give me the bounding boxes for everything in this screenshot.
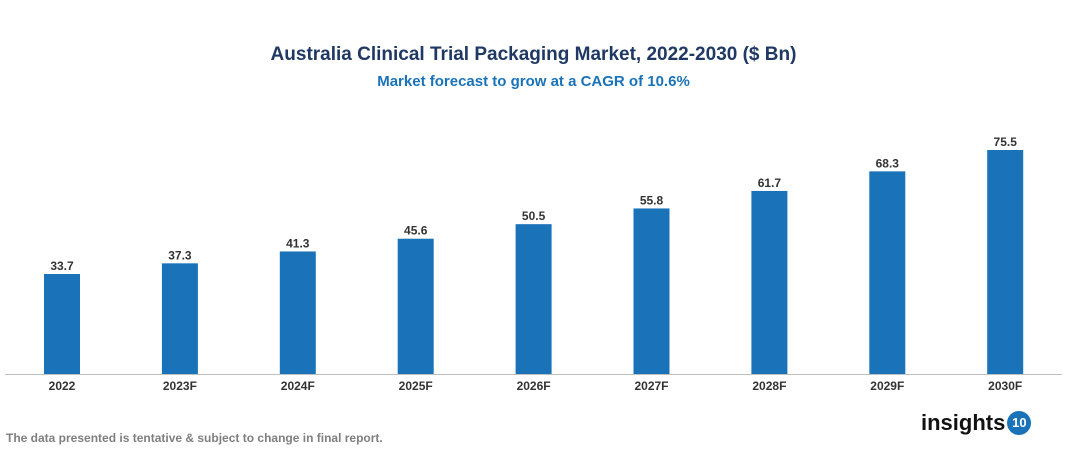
data-label-2023F: 37.3 <box>168 248 192 262</box>
x-tick-label-2030F: 2030F <box>988 379 1022 393</box>
x-tick-label-2025F: 2025F <box>399 379 433 393</box>
chart-subtitle: Market forecast to grow at a CAGR of 10.… <box>377 73 690 90</box>
data-label-2029F: 68.3 <box>876 156 900 170</box>
data-label-2030F: 75.5 <box>994 135 1018 149</box>
x-tick-label-2023F: 2023F <box>163 379 197 393</box>
data-label-2026F: 50.5 <box>522 209 546 223</box>
bar-2029F <box>869 171 906 374</box>
bar-2022 <box>44 274 80 374</box>
x-tick-label-2024F: 2024F <box>281 379 315 393</box>
data-label-2027F: 55.8 <box>640 193 664 207</box>
x-tick-label-2027F: 2027F <box>634 379 668 393</box>
x-tick-label-2022: 2022 <box>49 379 76 393</box>
data-label-2024F: 41.3 <box>286 236 310 250</box>
bar-2026F <box>515 224 552 374</box>
logo-text: insights <box>921 410 1006 435</box>
x-tick-label-2029F: 2029F <box>870 379 904 393</box>
logo-badge: 10 <box>1007 411 1032 435</box>
insights10-logo: insights 10 <box>921 410 1032 436</box>
x-tick-label-2026F: 2026F <box>517 379 551 393</box>
bar-2030F <box>987 150 1024 374</box>
bar-2024F <box>279 251 316 374</box>
data-label-2022: 33.7 <box>50 259 74 273</box>
bar-2025F <box>397 238 434 374</box>
data-label-2028F: 61.7 <box>758 176 782 190</box>
bar-2027F <box>633 208 670 374</box>
chart-title: Australia Clinical Trial Packaging Marke… <box>270 44 797 65</box>
data-label-2025F: 45.6 <box>404 224 428 238</box>
bar-2023F <box>161 263 198 374</box>
x-tick-label-2028F: 2028F <box>752 379 786 393</box>
disclaimer-note: The data presented is tentative & subjec… <box>6 431 383 445</box>
bar-2028F <box>751 190 788 374</box>
